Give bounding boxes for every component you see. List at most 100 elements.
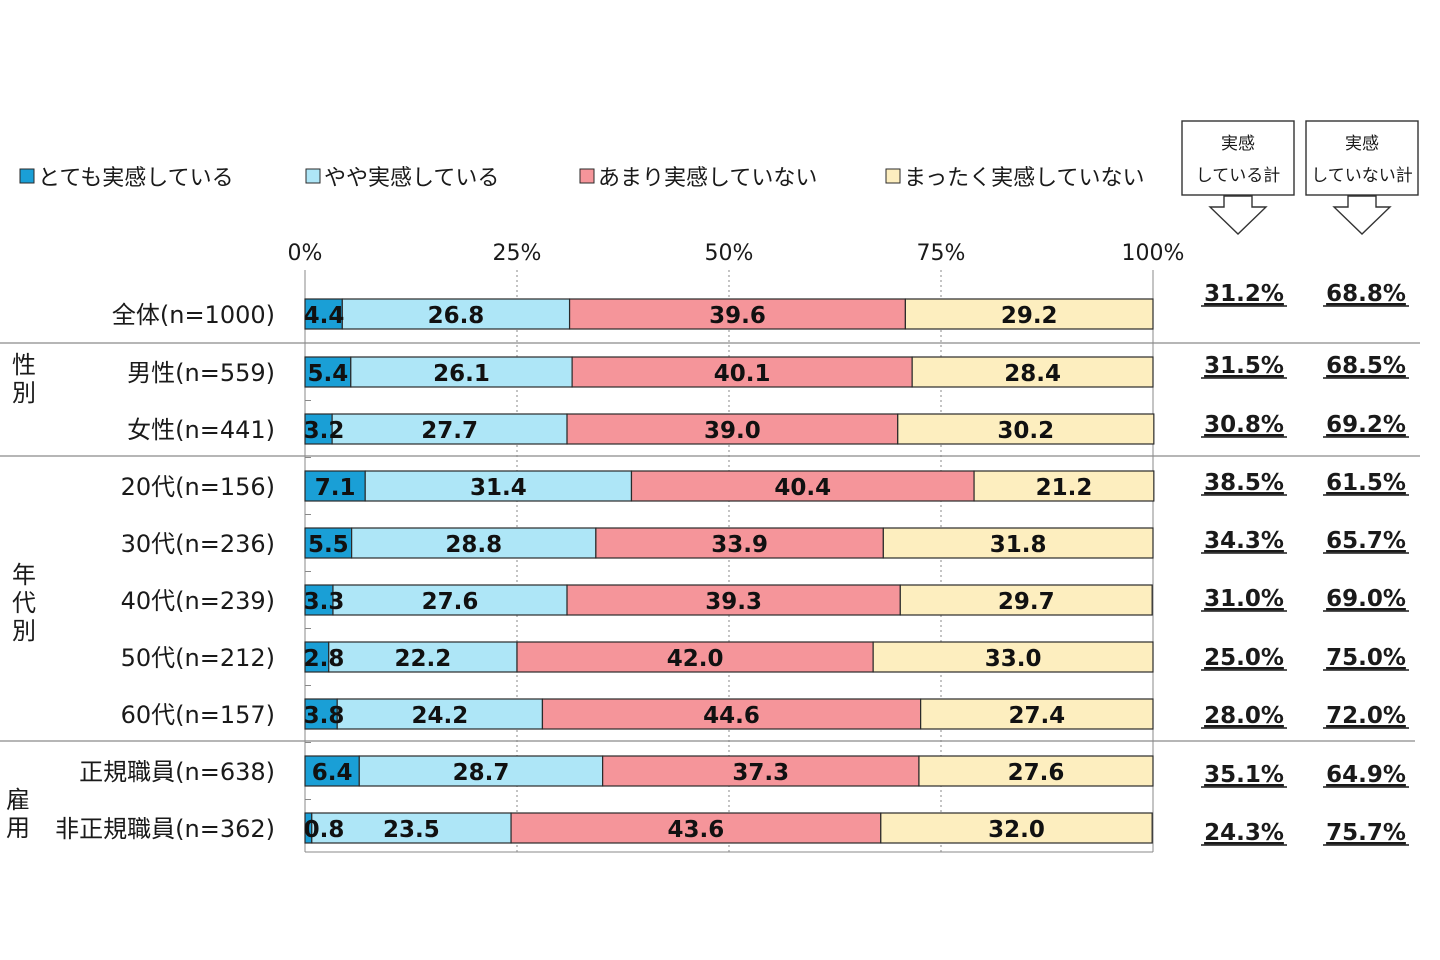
- x-tick-label: 75%: [917, 241, 966, 266]
- bar-segment: [882, 527, 1154, 559]
- legend-swatch: [305, 168, 321, 184]
- legend-swatch: [19, 168, 35, 184]
- down-arrow-icon: [1208, 195, 1268, 235]
- bar-segment: [541, 698, 922, 730]
- row-label: 20代(n=156): [121, 473, 275, 501]
- group-label-char: 用: [6, 814, 30, 842]
- total-jikkan-shiteinai: 75.0%: [1326, 645, 1406, 671]
- bar-segment: [336, 698, 544, 730]
- bar-value-label: 28.4: [1004, 361, 1061, 387]
- bar-value-label: 43.6: [668, 817, 725, 843]
- bar-value-label: 26.1: [433, 361, 490, 387]
- total-jikkan-shiteiru: 38.5%: [1204, 470, 1284, 496]
- bar-segment: [304, 755, 360, 787]
- bar-segment: [973, 470, 1155, 502]
- total-jikkan-shiteinai: 65.7%: [1326, 528, 1406, 554]
- bar-segment: [602, 755, 920, 787]
- x-tick-label: 100%: [1122, 241, 1185, 266]
- group-label-char: 代: [12, 589, 36, 617]
- total-header-box: [1181, 120, 1295, 196]
- legend-label: やや実感している: [324, 166, 499, 191]
- total-jikkan-shiteiru: 25.0%: [1204, 645, 1284, 671]
- bar-segment: [332, 584, 568, 616]
- legend-label: まったく実感していない: [904, 166, 1144, 191]
- bar-value-label: 22.2: [394, 646, 451, 672]
- group-label-char: 年: [12, 561, 36, 589]
- total-header-line2: していない計: [1311, 166, 1413, 186]
- bar-segment: [630, 470, 975, 502]
- bar-value-label: 3.8: [304, 703, 345, 729]
- bar-segment: [920, 698, 1154, 730]
- group-label-char: 雇: [6, 786, 30, 814]
- bar-value-label: 39.3: [705, 589, 762, 615]
- group-label-char: 別: [12, 379, 36, 407]
- group-label-char: 別: [12, 617, 36, 645]
- bar-value-label: 30.2: [997, 418, 1054, 444]
- total-header-line1: 実感: [1221, 134, 1255, 154]
- bar-segment: [516, 641, 874, 673]
- bar-value-label: 3.2: [304, 418, 345, 444]
- bar-segment: [350, 356, 573, 388]
- bar-value-label: 2.8: [304, 646, 345, 672]
- bar-value-label: 33.0: [985, 646, 1042, 672]
- bar-segment: [304, 527, 353, 559]
- total-header-line1: 実感: [1345, 134, 1379, 154]
- total-jikkan-shiteinai: 61.5%: [1326, 470, 1406, 496]
- bar-value-label: 29.2: [1001, 303, 1058, 329]
- total-jikkan-shiteinai: 68.8%: [1326, 281, 1406, 307]
- bar-value-label: 27.7: [421, 418, 478, 444]
- bar-segment: [351, 527, 597, 559]
- bar-value-label: 5.5: [308, 532, 349, 558]
- bar-value-label: 32.0: [988, 817, 1045, 843]
- bar-segment: [595, 527, 884, 559]
- bar-segment: [566, 584, 901, 616]
- row-label: 30代(n=236): [121, 530, 275, 558]
- total-jikkan-shiteiru: 31.2%: [1204, 281, 1284, 307]
- bar-value-label: 39.0: [704, 418, 761, 444]
- row-label: 正規職員(n=638): [79, 758, 275, 786]
- x-tick-label: 25%: [493, 241, 542, 266]
- row-label: 女性(n=441): [127, 416, 275, 444]
- bar-value-label: 24.2: [411, 703, 468, 729]
- total-jikkan-shiteiru: 31.0%: [1204, 586, 1284, 612]
- total-jikkan-shiteiru: 30.8%: [1204, 412, 1284, 438]
- total-jikkan-shiteiru: 24.3%: [1204, 820, 1284, 846]
- bar-value-label: 31.8: [990, 532, 1047, 558]
- row-label: 全体(n=1000): [112, 301, 275, 329]
- total-jikkan-shiteiru: 28.0%: [1204, 703, 1284, 729]
- bar-value-label: 27.6: [422, 589, 479, 615]
- bar-segment: [364, 470, 633, 502]
- bar-value-label: 6.4: [312, 760, 353, 786]
- legend-label: とても実感している: [38, 166, 234, 191]
- bar-value-label: 39.6: [709, 303, 766, 329]
- bar-value-label: 7.1: [315, 475, 356, 501]
- total-jikkan-shiteinai: 68.5%: [1326, 353, 1406, 379]
- bar-value-label: 33.9: [711, 532, 768, 558]
- bar-value-label: 28.8: [445, 532, 502, 558]
- bar-value-label: 26.8: [428, 303, 485, 329]
- total-jikkan-shiteinai: 72.0%: [1326, 703, 1406, 729]
- bar-segment: [899, 584, 1153, 616]
- row-label: 40代(n=239): [121, 587, 275, 615]
- row-label: 男性(n=559): [127, 359, 275, 387]
- total-jikkan-shiteinai: 69.2%: [1326, 412, 1406, 438]
- bar-value-label: 40.1: [714, 361, 771, 387]
- row-label: 60代(n=157): [121, 701, 275, 729]
- bar-value-label: 3.3: [304, 589, 345, 615]
- bar-segment: [304, 698, 338, 730]
- bar-segment: [341, 298, 571, 330]
- down-arrow-icon: [1332, 195, 1392, 235]
- bar-segment: [897, 413, 1155, 445]
- bar-value-label: 37.3: [732, 760, 789, 786]
- x-tick-label: 0%: [288, 241, 323, 266]
- bar-segment: [331, 413, 568, 445]
- bar-value-label: 5.4: [308, 361, 349, 387]
- legend-swatch: [885, 168, 901, 184]
- bar-value-label: 29.7: [998, 589, 1055, 615]
- legend-swatch: [579, 168, 595, 184]
- total-jikkan-shiteinai: 64.9%: [1326, 762, 1406, 788]
- bar-segment: [304, 470, 366, 502]
- bar-segment: [872, 641, 1154, 673]
- row-label: 非正規職員(n=362): [55, 815, 275, 843]
- bar-value-label: 31.4: [470, 475, 527, 501]
